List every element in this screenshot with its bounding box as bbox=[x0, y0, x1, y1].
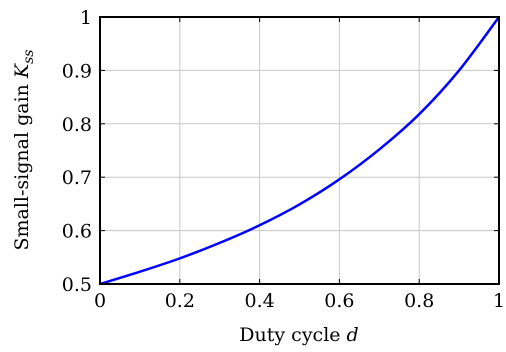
x-axis-symbol: d bbox=[347, 324, 359, 346]
x-tick-label: 0.8 bbox=[404, 290, 434, 312]
x-tick-label: 1 bbox=[493, 290, 505, 312]
x-tick-label: 0.2 bbox=[165, 290, 195, 312]
x-tick-label: 0.6 bbox=[324, 290, 354, 312]
y-tick-label: 0.6 bbox=[62, 221, 92, 243]
plot-frame bbox=[99, 16, 500, 285]
y-tick-label: 0.5 bbox=[62, 274, 92, 296]
y-tick-label: 0.9 bbox=[62, 60, 92, 82]
y-tick-label: 0.8 bbox=[62, 114, 92, 136]
x-axis-title: Duty cycle d bbox=[239, 324, 358, 346]
ticks bbox=[99, 16, 500, 285]
y-tick-label: 1 bbox=[80, 7, 92, 29]
series-line bbox=[99, 16, 501, 286]
x-tick-label: 0 bbox=[94, 290, 106, 312]
grid bbox=[99, 16, 500, 285]
y-axis-label: Small-signal gain bbox=[11, 84, 33, 250]
y-axis-symbol: K bbox=[11, 62, 33, 79]
series-layer bbox=[99, 16, 501, 286]
y-axis-symbol-sub: ss bbox=[21, 50, 37, 64]
x-axis-label: Duty cycle bbox=[239, 324, 340, 346]
x-tick-label: 0.4 bbox=[244, 290, 274, 312]
tick-labels: 0 0.2 0.4 0.6 0.8 1 0.5 0.6 0.7 0.8 0.9 1 bbox=[62, 7, 505, 312]
y-tick-label: 0.7 bbox=[62, 167, 92, 189]
y-axis-title: Small-signal gain Kss bbox=[11, 50, 37, 251]
